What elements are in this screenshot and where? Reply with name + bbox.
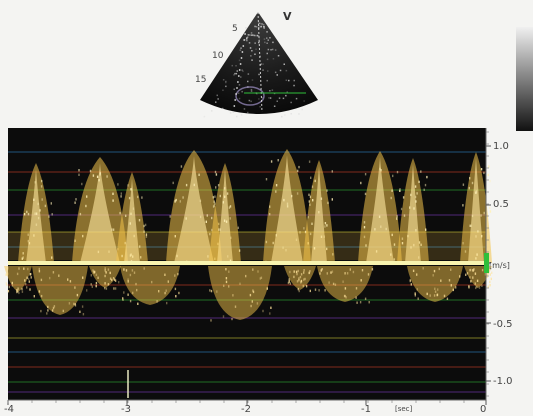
velocity-tick-neg-1.0: -1.0: [493, 376, 513, 387]
velocity-peak: [460, 152, 492, 263]
velocity-tick-0.5: 0.5: [493, 199, 509, 210]
time-tick-neg2: -2: [241, 404, 251, 415]
time-axis: -4 -3 -2 -1 [sec] 0: [4, 399, 487, 415]
velocity-axis: 1.0 0.5 [m/s] -0.5 -1.0: [484, 128, 513, 400]
baseline-haze: [8, 232, 486, 260]
reverse-flow-blob: [89, 266, 121, 290]
reverse-flow-blob: [317, 266, 374, 304]
velocity-peak: [397, 158, 429, 263]
reverse-flow-blob: [4, 266, 32, 295]
velocity-peak: [166, 150, 222, 264]
velocity-peak: [263, 149, 311, 264]
sector-image: V 5 10 15: [195, 10, 318, 118]
velocity-unit-label: [m/s]: [489, 261, 510, 270]
doppler-spectrum-panel: [4, 128, 493, 400]
reverse-flow-blob: [284, 266, 317, 293]
velocity-peak: [358, 151, 402, 264]
reverse-flow-blob: [120, 266, 180, 305]
velocity-unit-marker: [484, 253, 489, 273]
time-unit-label: [sec]: [395, 405, 413, 413]
doppler-baseline: [8, 261, 486, 265]
sector-fan: [200, 12, 318, 114]
sector-speckle: [203, 22, 305, 118]
time-tick-0: 0: [480, 404, 486, 415]
velocity-tick-neg-0.5: -0.5: [493, 319, 513, 330]
velocity-peak: [18, 163, 54, 263]
depth-label-15: 15: [195, 75, 206, 85]
sample-cursor-line: [257, 11, 263, 113]
depth-scale: [233, 27, 247, 107]
sector-marker-label: V: [283, 10, 292, 23]
reverse-flow-blob: [32, 266, 88, 316]
grayscale-colorbar: [516, 27, 533, 131]
velocity-peak: [72, 157, 128, 263]
time-tick-neg1: -1: [361, 404, 371, 415]
velocity-peak: [303, 160, 335, 265]
reverse-flow-blob: [208, 266, 272, 322]
time-tick-neg4: -4: [4, 404, 14, 415]
time-tick-neg3: -3: [121, 404, 131, 415]
reverse-flow-blob: [407, 266, 463, 302]
velocity-tick-1.0: 1.0: [493, 141, 509, 152]
velocity-peak: [116, 172, 148, 263]
velocity-peak: [209, 163, 241, 263]
doppler-waveforms: [4, 149, 493, 322]
depth-label-10: 10: [212, 51, 224, 61]
depth-label-5: 5: [232, 24, 238, 34]
